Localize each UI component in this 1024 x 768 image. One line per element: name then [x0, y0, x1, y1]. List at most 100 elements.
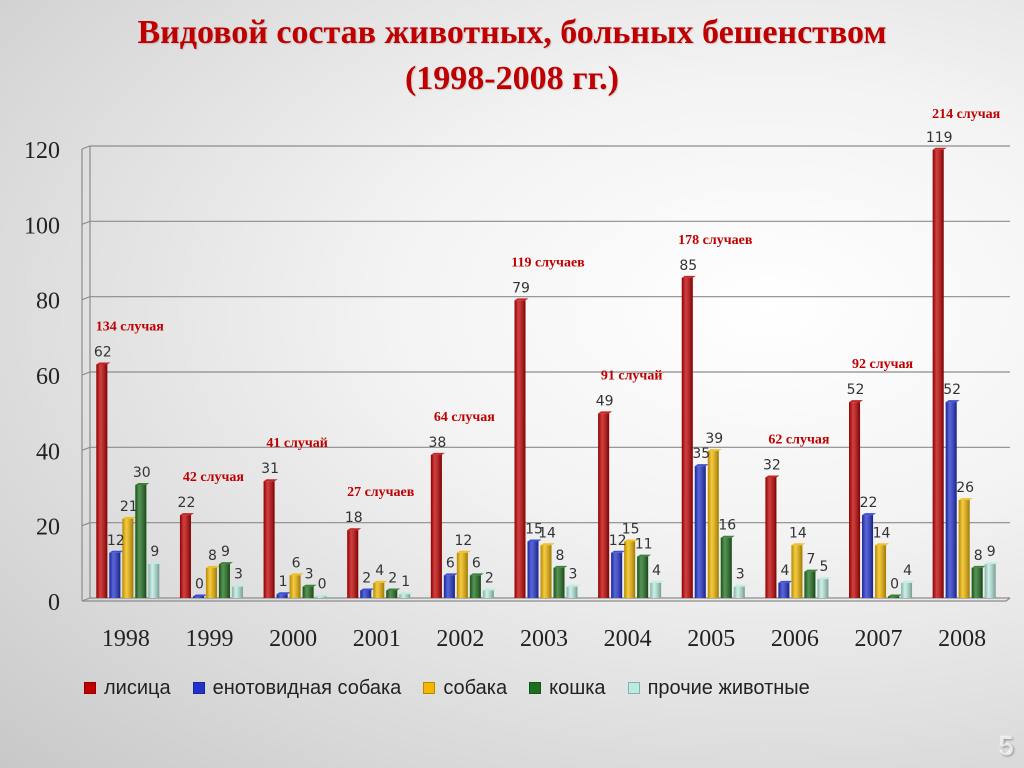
bar-shading — [765, 477, 777, 598]
data-label: 3 — [736, 567, 745, 583]
bar-shading — [386, 590, 398, 598]
bar-top — [875, 543, 890, 546]
data-label: 3 — [305, 567, 314, 583]
bar-top — [148, 562, 163, 565]
bar — [469, 573, 484, 598]
legend-item: собака — [423, 677, 507, 700]
case-count-annotation: 91 случай — [601, 368, 663, 383]
bar-top — [302, 584, 317, 587]
bar-top — [443, 573, 458, 576]
data-label: 3 — [569, 567, 578, 583]
bar-top — [901, 580, 916, 583]
bar-top — [862, 513, 877, 516]
bar-top — [205, 565, 220, 568]
data-label: 38 — [428, 435, 446, 451]
y-tick-label: 120 — [24, 138, 60, 164]
bar — [566, 584, 581, 598]
bar — [553, 565, 568, 598]
data-label: 6 — [292, 555, 301, 571]
chart-title: Видовой состав животных, больных бешенст… — [0, 10, 1024, 102]
bar-top — [179, 513, 194, 516]
bar-shading — [109, 552, 121, 598]
bar — [901, 580, 916, 598]
bar-shading — [430, 454, 442, 598]
data-label: 21 — [120, 499, 138, 515]
data-label: 22 — [178, 495, 196, 511]
case-count-annotation: 62 случая — [768, 432, 829, 447]
data-label: 79 — [512, 280, 530, 296]
case-count-annotation: 64 случая — [434, 410, 495, 425]
bar — [135, 483, 150, 598]
legend-swatch — [529, 682, 542, 694]
data-label: 26 — [956, 480, 974, 496]
data-label: 14 — [538, 525, 556, 541]
bar — [386, 588, 401, 598]
x-tick-label: 1998 — [102, 626, 150, 652]
legend-label: лисица — [104, 676, 171, 699]
case-count-annotation: 41 случай — [266, 436, 328, 451]
legend-label: прочие животные — [647, 676, 810, 699]
y-tick-label: 60 — [36, 364, 60, 390]
bar-shading — [347, 530, 359, 598]
bar — [984, 562, 999, 598]
bar-shading — [637, 556, 649, 598]
data-label: 2 — [485, 570, 494, 586]
data-label: 4 — [780, 563, 789, 579]
case-count-annotation: 92 случая — [852, 357, 913, 372]
data-label: 52 — [847, 382, 865, 398]
data-label: 1 — [279, 574, 288, 590]
bar-top — [347, 528, 362, 531]
bar-shading — [817, 579, 829, 598]
data-label: 12 — [609, 533, 627, 549]
data-label: 35 — [692, 446, 710, 462]
data-label: 30 — [133, 465, 151, 481]
bar — [849, 400, 864, 598]
legend-swatch — [192, 682, 205, 694]
x-axis — [82, 597, 1011, 602]
data-label: 2 — [362, 570, 371, 586]
bar-top — [817, 577, 832, 580]
data-label: 1 — [401, 574, 410, 590]
x-tick-label: 2007 — [855, 626, 903, 652]
bar — [720, 535, 735, 598]
bar-top — [96, 362, 111, 365]
data-label: 15 — [622, 522, 640, 538]
bar — [205, 565, 220, 598]
bar — [540, 543, 555, 598]
bar-shading — [624, 541, 636, 598]
bar-top — [637, 554, 652, 557]
data-label: 18 — [345, 510, 363, 526]
y-tick-label: 20 — [36, 515, 60, 541]
bar-shading — [540, 545, 552, 598]
x-tick-label: 2000 — [269, 626, 317, 652]
bar-shading — [791, 545, 803, 598]
bar-top — [791, 543, 806, 546]
bar-shading — [945, 402, 957, 598]
bar-shading — [971, 567, 983, 598]
data-label: 14 — [873, 525, 891, 541]
bar-shading — [611, 552, 623, 598]
bar — [862, 513, 877, 598]
bar — [302, 584, 317, 598]
bar-top — [958, 498, 973, 501]
bar — [148, 562, 163, 598]
bar — [888, 594, 903, 598]
bar-top — [681, 275, 696, 278]
bar — [514, 298, 529, 598]
bar-shading — [849, 402, 861, 598]
bar-top — [514, 298, 529, 301]
data-label: 12 — [454, 533, 472, 549]
bar-top — [765, 475, 780, 478]
data-label: 9 — [221, 544, 230, 560]
bar — [122, 516, 137, 598]
bar — [276, 592, 291, 598]
data-label: 4 — [652, 563, 661, 579]
bar-shading — [289, 575, 301, 598]
bar-shading — [276, 594, 288, 598]
bar — [945, 400, 960, 598]
bar-top — [650, 580, 665, 583]
legend-swatch — [423, 682, 436, 694]
legend-label: собака — [443, 676, 508, 699]
data-label: 11 — [635, 537, 653, 553]
bar-top — [218, 562, 233, 565]
